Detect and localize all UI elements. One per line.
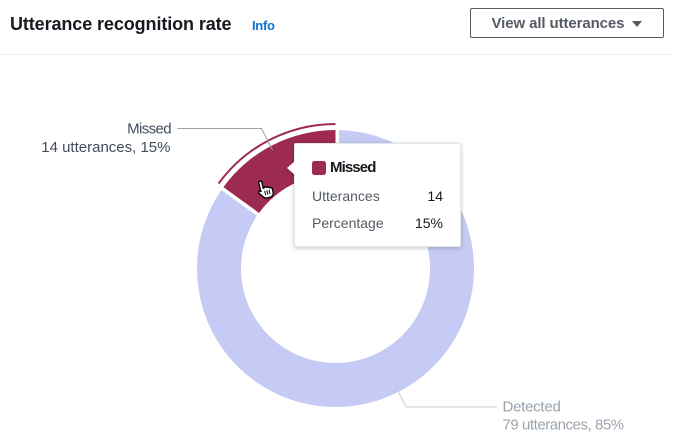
svg-text:79 utterances, 85%: 79 utterances, 85% (503, 417, 624, 434)
svg-text:Missed: Missed (127, 121, 171, 138)
svg-text:Detected: Detected (503, 399, 561, 416)
svg-text:14 utterances, 15%: 14 utterances, 15% (41, 139, 170, 156)
